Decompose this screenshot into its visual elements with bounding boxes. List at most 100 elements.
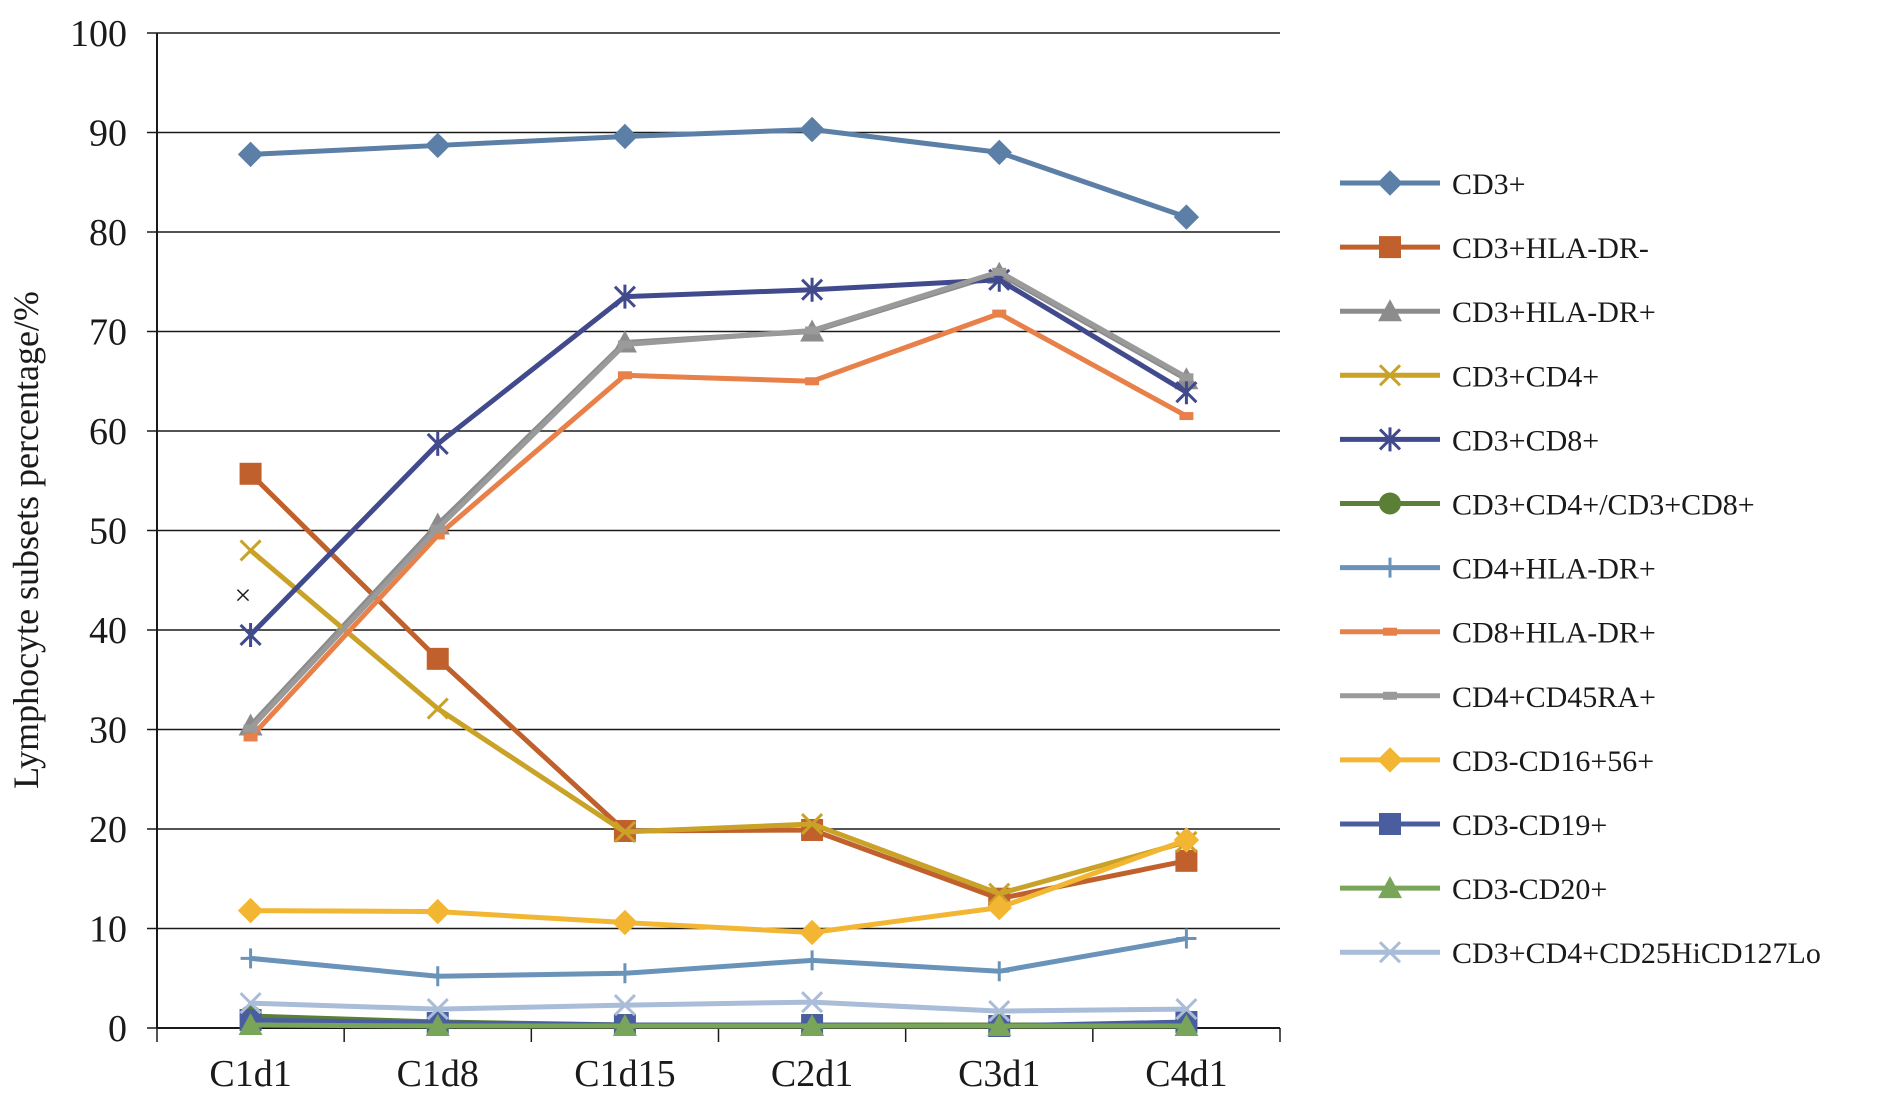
legend-marker — [1379, 492, 1401, 515]
legend-marker — [1383, 691, 1397, 700]
annotation-mark: × — [235, 579, 252, 612]
series-line — [250, 935, 1187, 979]
data-point — [425, 898, 451, 925]
data-point — [1173, 827, 1200, 853]
data-point — [239, 622, 262, 647]
legend-item: CD3-CD16+56+ — [1340, 745, 1654, 778]
data-point — [801, 812, 824, 836]
series-line — [248, 277, 1188, 637]
legend-label: CD3+CD4+ — [1452, 360, 1599, 393]
series-cd3 — [237, 116, 1200, 230]
legend-item: CD3+CD4+ — [1340, 360, 1599, 393]
data-point — [612, 909, 638, 936]
axes: 0 10 20 30 40 50 60 70 80 90 100 C1d1 C1d8 C1d15 C2d1 C… — [70, 13, 1281, 1095]
y-tick-label: 40 — [89, 610, 127, 652]
y-tick-label: 80 — [89, 212, 127, 254]
y-tick-label: 50 — [89, 511, 127, 553]
data-point — [800, 1014, 825, 1037]
y-tick-label: 90 — [89, 113, 127, 155]
series-line — [250, 837, 1188, 935]
data-point — [239, 992, 262, 1015]
legend-label: CD3+CD4+/CD3+CD8+ — [1452, 489, 1755, 522]
data-point — [799, 116, 825, 143]
series-line — [248, 269, 1188, 731]
legend-label: CD8+HLA-DR+ — [1452, 617, 1656, 650]
legend-item: CD8+HLA-DR+ — [1340, 617, 1656, 650]
series-line — [250, 127, 1188, 220]
data-point — [799, 919, 825, 946]
data-point — [988, 1000, 1011, 1023]
legend-item: CD4+CD45RA+ — [1340, 681, 1656, 714]
data-point — [989, 961, 1010, 982]
data-point — [801, 991, 824, 1014]
y-tick-label: 0 — [108, 1008, 127, 1050]
y-tick-label: 100 — [70, 13, 127, 55]
data-point — [240, 948, 261, 969]
data-point — [1175, 380, 1198, 405]
series-cd4-hla-dr — [240, 928, 1197, 987]
data-point — [1173, 204, 1200, 230]
series-line — [248, 548, 1188, 897]
data-point — [1179, 373, 1194, 382]
legend-item: CD3+CD4+CD25HiCD127Lo — [1340, 937, 1821, 970]
data-point — [614, 963, 635, 984]
series-lines — [237, 116, 1200, 1038]
series-cd3-cd16-56 — [237, 827, 1200, 946]
legend-label: CD3+HLA-DR+ — [1452, 296, 1656, 329]
data-point — [426, 998, 449, 1021]
legend-label: CD3-CD19+ — [1452, 809, 1607, 842]
data-point — [1176, 928, 1197, 949]
data-point — [986, 894, 1012, 921]
legend-label: CD3+CD4+CD25HiCD127Lo — [1452, 937, 1821, 970]
legend-label: CD3+ — [1452, 168, 1526, 201]
series-line — [250, 1022, 1187, 1029]
gridlines — [157, 32, 1280, 930]
legend-label: CD3+HLA-DR- — [1452, 232, 1649, 265]
data-point — [243, 724, 258, 733]
data-point — [992, 309, 1007, 318]
y-tick-label: 10 — [89, 909, 127, 951]
data-point — [237, 141, 264, 168]
data-point — [430, 524, 445, 533]
data-point — [987, 1014, 1012, 1037]
legend-marker — [1377, 170, 1403, 196]
x-tick-label-c4d1: C4d1 — [1145, 1053, 1227, 1095]
x-tick-label-c3d1: C3d1 — [958, 1053, 1040, 1095]
data-point — [1175, 849, 1198, 872]
legend-marker — [1378, 941, 1402, 964]
data-point — [1174, 1014, 1199, 1037]
series-cd3-cd4-cd25hicd127lo — [239, 991, 1198, 1023]
legend-label: CD3-CD20+ — [1452, 873, 1607, 906]
data-point — [802, 950, 823, 971]
data-point — [426, 647, 449, 670]
data-point — [238, 1013, 263, 1036]
legend-label: CD4+HLA-DR+ — [1452, 553, 1656, 586]
data-point — [425, 1014, 450, 1037]
data-point — [243, 733, 258, 742]
series-line — [248, 311, 1188, 740]
x-tick-label-c1d15: C1d15 — [574, 1053, 675, 1095]
data-point — [1175, 998, 1198, 1021]
legend-marker — [1378, 427, 1402, 452]
series-cd3-cd8 — [239, 267, 1198, 647]
legend-item: CD3-CD19+ — [1340, 809, 1607, 842]
legend: CD3+ CD3+HLA-DR- CD3+HLA-DR+ CD3+CD4+ CD3+CD… — [1340, 168, 1821, 970]
legend-label: CD3-CD16+56+ — [1452, 745, 1654, 778]
legend-item: CD3+CD8+ — [1340, 424, 1599, 457]
legend-item: CD3+CD4+/CD3+CD8+ — [1340, 489, 1755, 522]
legend-label: CD4+CD45RA+ — [1452, 681, 1656, 714]
data-point — [613, 284, 636, 309]
legend-item: CD3+ — [1340, 168, 1526, 201]
legend-marker — [1378, 364, 1402, 387]
legend-label: CD3+CD8+ — [1452, 424, 1599, 457]
data-point — [426, 697, 449, 720]
data-point — [427, 966, 448, 987]
legend-marker — [1378, 299, 1402, 322]
y-tick-label: 70 — [89, 312, 127, 354]
x-tick-label-c2d1: C2d1 — [771, 1053, 853, 1095]
x-tick-label-c1d8: C1d8 — [397, 1053, 479, 1095]
legend-item: CD4+HLA-DR+ — [1340, 553, 1656, 586]
data-point — [425, 132, 451, 159]
data-point — [613, 994, 636, 1017]
